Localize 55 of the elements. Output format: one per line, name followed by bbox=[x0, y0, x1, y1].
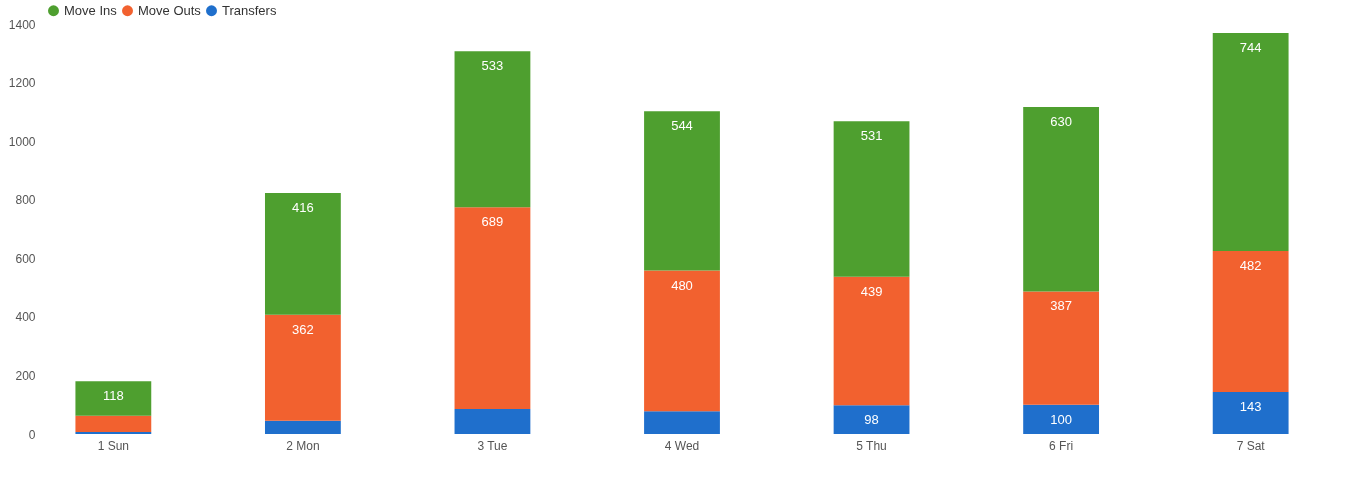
y-tick-label: 1200 bbox=[8, 76, 36, 91]
x-tick-label: 3 Tue bbox=[477, 438, 508, 453]
bar bbox=[75, 415, 152, 432]
bar bbox=[1023, 291, 1100, 405]
bar bbox=[833, 405, 910, 434]
data-label: 387 bbox=[1050, 298, 1072, 314]
legend-label: Transfers bbox=[222, 2, 277, 18]
data-label: 480 bbox=[671, 277, 693, 293]
x-tick-label: 4 Wed bbox=[664, 438, 700, 453]
x-tick-label: 1 Sun bbox=[97, 438, 130, 453]
y-tick-label: 1400 bbox=[8, 17, 36, 32]
bar bbox=[75, 381, 152, 416]
x-tick-label: 6 Fri bbox=[1049, 438, 1074, 453]
bar bbox=[75, 431, 152, 434]
y-tick-label: 800 bbox=[15, 193, 36, 208]
bar bbox=[264, 192, 341, 315]
bar bbox=[644, 411, 720, 434]
data-label: 362 bbox=[292, 321, 314, 337]
data-label: 143 bbox=[1239, 399, 1262, 415]
bar bbox=[1212, 250, 1289, 393]
bar bbox=[1023, 106, 1100, 292]
bar bbox=[264, 420, 341, 434]
y-tick-label: 0 bbox=[28, 427, 36, 442]
x-tick-label: 5 Thu bbox=[856, 438, 887, 453]
y-tick-label: 200 bbox=[15, 368, 36, 383]
data-label: 98 bbox=[864, 412, 879, 428]
x-tick-label: 7 Sat bbox=[1236, 438, 1266, 453]
data-label: 744 bbox=[1239, 40, 1262, 56]
bar bbox=[264, 314, 341, 421]
data-label: 544 bbox=[671, 118, 693, 134]
bar bbox=[833, 121, 910, 277]
data-label: 689 bbox=[481, 214, 504, 230]
bar bbox=[644, 111, 720, 271]
data-label: 118 bbox=[102, 388, 124, 404]
bar bbox=[454, 409, 531, 434]
data-label: 416 bbox=[292, 199, 314, 215]
y-tick-label: 400 bbox=[15, 310, 36, 325]
data-label: 482 bbox=[1239, 257, 1262, 273]
data-label: 439 bbox=[860, 283, 883, 299]
data-label: 531 bbox=[860, 128, 883, 144]
data-label: 100 bbox=[1050, 411, 1072, 427]
bar bbox=[833, 276, 910, 406]
bar bbox=[454, 51, 531, 208]
bar bbox=[644, 270, 720, 412]
bar bbox=[1212, 392, 1289, 434]
data-label: 533 bbox=[481, 58, 504, 74]
y-tick-label: 1000 bbox=[8, 134, 36, 149]
legend-label: Move Ins bbox=[64, 2, 118, 18]
legend-label: Move Outs bbox=[138, 2, 202, 18]
x-tick-label: 2 Mon bbox=[286, 438, 320, 453]
bar bbox=[1212, 33, 1289, 251]
y-tick-label: 600 bbox=[15, 251, 36, 266]
bar bbox=[454, 207, 531, 410]
data-label: 630 bbox=[1050, 113, 1072, 129]
bar bbox=[1023, 404, 1100, 434]
